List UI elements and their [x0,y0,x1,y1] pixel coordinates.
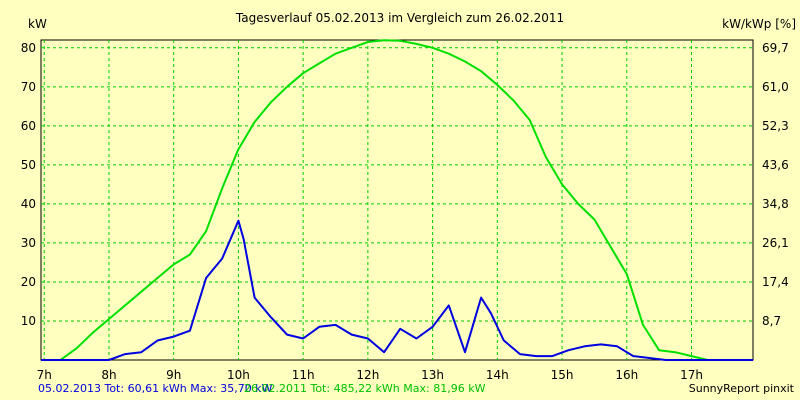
legend-series-2011: 26.02.2011 Tot: 485,22 kWh Max: 81,96 kW [244,382,486,395]
y-tick-label-left: 10 [21,314,36,328]
x-tick-label: 10h [227,368,250,382]
series-line-26.02.2011 [41,39,753,361]
y-tick-label-right: 69,7 [762,41,789,55]
y-tick-label-left: 30 [21,236,36,250]
y-tick-label-right: 43,6 [762,158,789,172]
x-tick-label: 8h [101,368,116,382]
x-tick-label: 17h [680,368,703,382]
y-tick-label-right: 8,7 [762,314,781,328]
grid [41,40,753,360]
y-axis-label-left: kW [28,17,47,31]
y-tick-label-right: 17,4 [762,275,789,289]
x-tick-label: 7h [37,368,52,382]
y-tick-label-left: 40 [21,197,36,211]
y-tick-label-left: 60 [21,119,36,133]
x-tick-label: 9h [166,368,181,382]
axis-labels: 7h 8h 9h 10h 11h 12h 13h 14h 15h 16h 17h 10 20 30 40 50… [21,41,789,382]
series-lines [41,39,753,361]
y-tick-label-right: 52,3 [762,119,789,133]
y-tick-label-left: 50 [21,158,36,172]
series-line-05.02.2013 [41,219,753,361]
y-tick-label-left: 70 [21,80,36,94]
x-tick-label: 14h [486,368,509,382]
y-tick-label-right: 26,1 [762,236,789,250]
y-tick-label-right: 34,8 [762,197,789,211]
x-tick-label: 15h [551,368,574,382]
y-tick-label-right: 61,0 [762,80,789,94]
x-tick-label: 16h [615,368,638,382]
y-tick-label-left: 20 [21,275,36,289]
plot-area [40,39,754,361]
x-tick-label: 11h [292,368,315,382]
y-tick-label-left: 80 [21,41,36,55]
legend-series-2013: 05.02.2013 Tot: 60,61 kWh Max: 35,70 kW [38,382,273,395]
report-credit: SunnyReport pinxit [689,382,795,395]
chart-title: Tagesverlauf 05.02.2013 im Vergleich zum… [235,11,564,25]
x-tick-label: 12h [356,368,379,382]
y-axis-label-right: kW/kWp [%] [722,17,796,31]
x-tick-label: 13h [421,368,444,382]
